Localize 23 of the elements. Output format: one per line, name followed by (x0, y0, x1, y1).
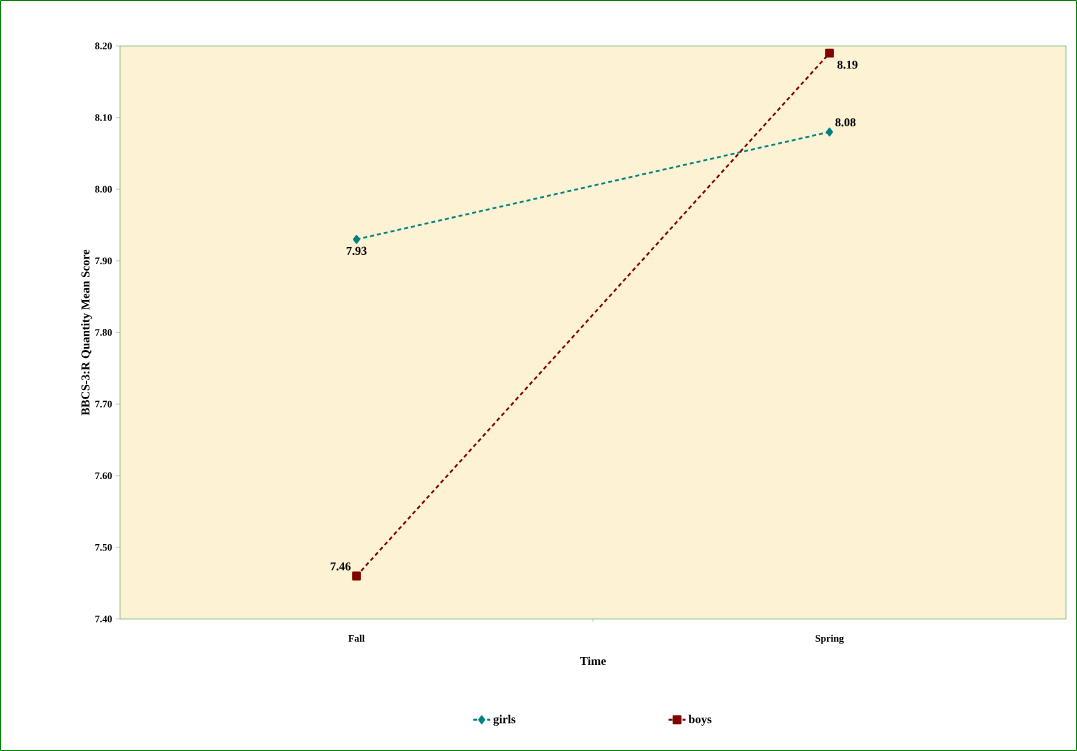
y-tick-label: 7.60 (95, 472, 112, 480)
y-tick-label: 7.80 (95, 329, 112, 336)
y-tick-label: 7.50 (95, 543, 112, 551)
y-tick-label: 7.40 (95, 615, 112, 623)
y-tick-label: 8.00 (95, 185, 112, 193)
x-tick-label: Spring (815, 634, 844, 644)
point (352, 571, 361, 581)
data-label: 7.46 (330, 562, 351, 571)
data-label: 8.08 (835, 118, 856, 127)
y-tick-label: 8.20 (95, 42, 112, 50)
y-tick-label: 7.70 (95, 400, 112, 408)
point (352, 234, 361, 244)
point (825, 127, 834, 137)
x-axis-title: Time (580, 656, 606, 666)
legend-label: girls (493, 714, 516, 726)
data-label: 7.93 (346, 246, 367, 255)
point (825, 48, 834, 58)
x-tick-label: Fall (348, 634, 365, 642)
legend-label: boys (688, 714, 712, 726)
y-tick-label: 7.90 (95, 257, 112, 265)
data-label: 8.19 (837, 60, 858, 69)
y-axis-title: BBCS-3:R Quantity Mean Score (81, 249, 92, 416)
y-tick-label: 8.10 (95, 114, 112, 121)
